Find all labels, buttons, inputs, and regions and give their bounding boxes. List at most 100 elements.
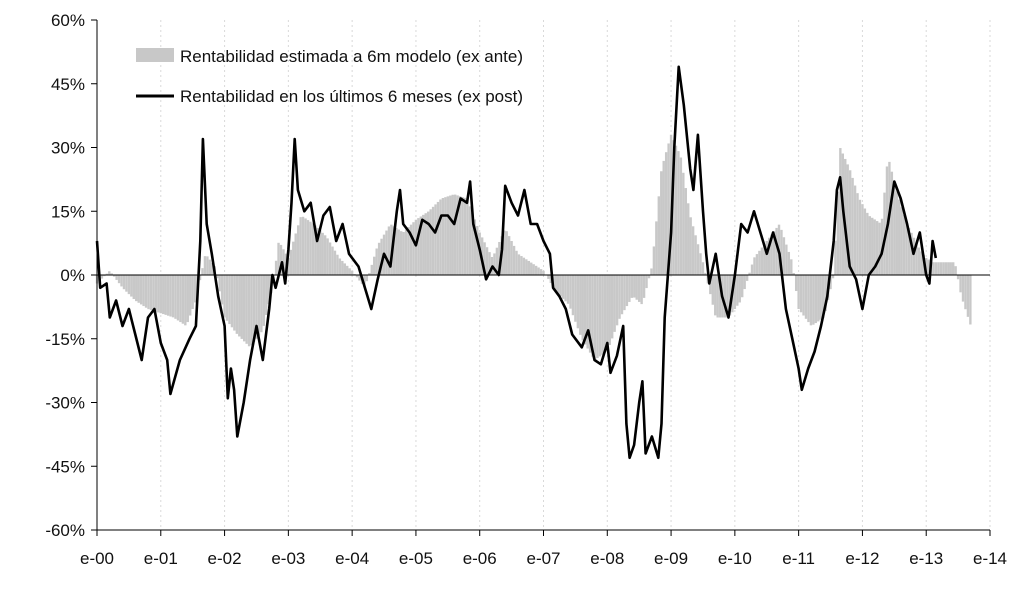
bar: [628, 275, 631, 302]
bar: [704, 272, 707, 275]
bar: [169, 275, 172, 317]
bar: [956, 275, 960, 280]
bar: [785, 244, 788, 275]
bar: [444, 197, 447, 275]
bar: [758, 250, 761, 275]
legend-label-line: Rentabilidad en los últimos 6 meses (ex …: [180, 87, 523, 106]
bar: [701, 262, 705, 275]
bar: [137, 275, 140, 303]
bar: [839, 148, 842, 275]
bar: [247, 275, 251, 347]
bar: [233, 275, 236, 331]
bar: [606, 275, 609, 352]
bar: [547, 275, 550, 279]
bar: [152, 275, 155, 311]
bar: [370, 264, 373, 275]
legend: Rentabilidad estimada a 6m modelo (ex an…: [136, 47, 523, 106]
bar: [525, 259, 528, 275]
bar: [959, 275, 962, 293]
bar: [341, 260, 344, 275]
bar: [765, 241, 768, 275]
bar: [189, 275, 192, 316]
bar: [503, 230, 506, 275]
bar: [122, 275, 126, 290]
bar: [652, 246, 656, 275]
bar: [517, 254, 521, 275]
bar: [954, 266, 957, 275]
bar: [139, 275, 143, 305]
bar: [804, 275, 808, 319]
y-axis-ticks: 60% 45% 30% 15% 0% -15% -30% -45% -60%: [45, 11, 97, 540]
bar: [858, 199, 862, 275]
bar: [559, 275, 562, 297]
bar: [429, 209, 432, 275]
bar: [176, 275, 180, 321]
bar: [522, 257, 526, 275]
bar: [711, 275, 714, 305]
bar: [154, 275, 158, 312]
bar: [164, 275, 167, 315]
bar: [802, 275, 805, 316]
bar: [181, 275, 185, 324]
x-tick-label: e-14: [973, 549, 1007, 568]
bar: [466, 199, 469, 275]
bar: [608, 275, 611, 345]
bar: [348, 268, 351, 275]
bar: [257, 275, 261, 336]
bar: [358, 275, 361, 281]
bar: [633, 275, 636, 298]
bar: [468, 206, 472, 275]
bar: [885, 166, 889, 275]
bar: [586, 275, 589, 349]
bar: [679, 157, 683, 275]
bar: [304, 218, 307, 275]
bar: [193, 275, 197, 303]
bar: [868, 216, 871, 275]
bar: [557, 275, 560, 294]
bar: [576, 275, 580, 329]
bar: [753, 257, 756, 275]
bar: [593, 275, 597, 360]
bar: [895, 191, 898, 275]
bar: [159, 275, 162, 314]
bar: [395, 227, 398, 275]
bar: [414, 219, 418, 275]
bar: [539, 269, 543, 275]
bar: [716, 275, 719, 318]
bar: [733, 275, 737, 309]
bar: [220, 275, 224, 305]
bar: [667, 143, 670, 275]
bar: [763, 244, 766, 275]
bar: [571, 275, 575, 316]
bar: [488, 252, 491, 275]
bar: [728, 275, 732, 316]
bar: [561, 275, 565, 299]
bar: [598, 275, 602, 357]
bar: [174, 275, 177, 319]
bar: [306, 220, 310, 275]
bar: [262, 275, 266, 326]
bar: [718, 275, 722, 318]
bar: [691, 226, 695, 275]
bar: [100, 275, 104, 279]
bar: [831, 275, 835, 279]
bar: [127, 275, 131, 295]
bar: [461, 197, 464, 275]
bar: [235, 275, 239, 334]
bar: [635, 275, 638, 300]
bar: [569, 275, 572, 309]
bar: [296, 225, 300, 275]
x-tick-label: e-03: [271, 549, 305, 568]
bar: [905, 222, 908, 275]
bar: [125, 275, 128, 292]
bar: [274, 260, 278, 275]
bar: [615, 275, 619, 326]
bar: [426, 211, 430, 275]
bar: [613, 275, 616, 332]
bar: [186, 275, 189, 323]
bar: [657, 196, 661, 275]
bar: [932, 262, 935, 275]
bar: [434, 204, 437, 275]
bar: [797, 275, 800, 309]
